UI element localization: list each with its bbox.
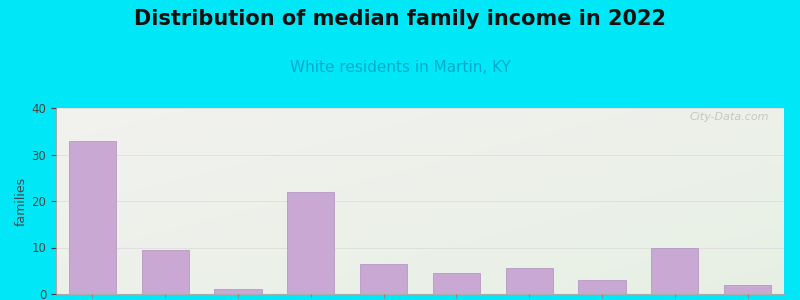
Bar xyxy=(724,285,771,294)
Y-axis label: families: families xyxy=(14,176,27,226)
Bar xyxy=(69,140,116,294)
Bar xyxy=(214,289,262,294)
Bar xyxy=(578,280,626,294)
Text: White residents in Martin, KY: White residents in Martin, KY xyxy=(290,60,510,75)
Bar xyxy=(506,268,553,294)
Bar xyxy=(651,248,698,294)
Bar xyxy=(142,250,189,294)
Bar xyxy=(433,273,480,294)
Text: Distribution of median family income in 2022: Distribution of median family income in … xyxy=(134,9,666,29)
Bar xyxy=(360,264,407,294)
Text: City-Data.com: City-Data.com xyxy=(690,112,770,122)
Bar xyxy=(287,192,334,294)
